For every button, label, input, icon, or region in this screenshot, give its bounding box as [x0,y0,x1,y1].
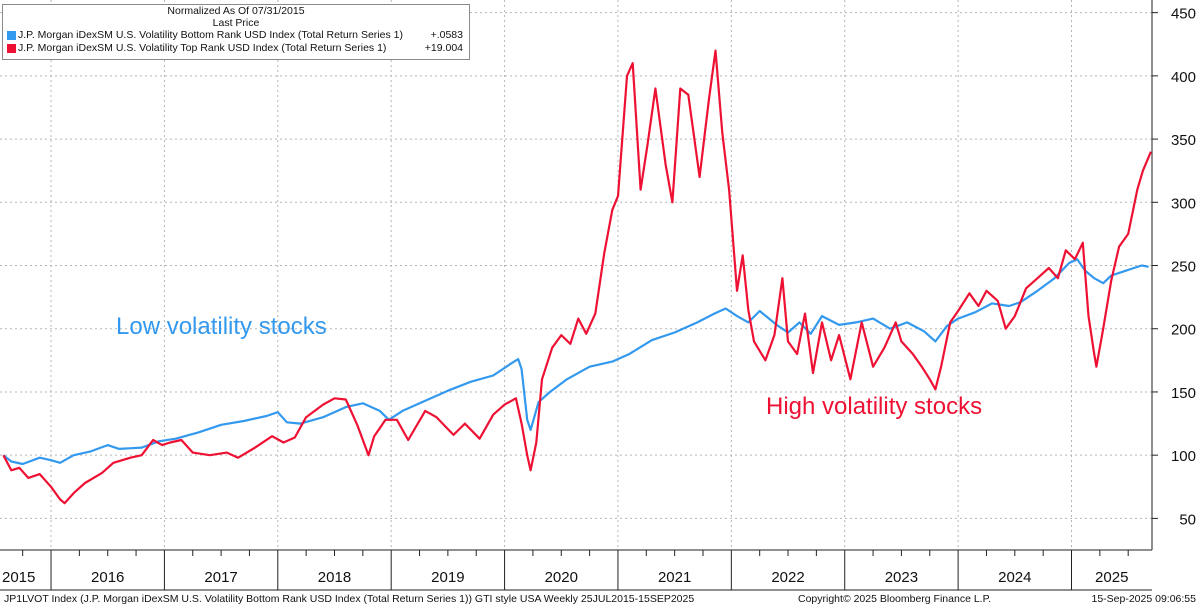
x-tick-label: 2020 [545,569,578,586]
x-tick-label: 2023 [885,569,918,586]
x-axis-tick-labels: 2015 2016 2017 2018 2019 2020 2021 2022 2023 2024… [2,569,1128,586]
y-tick-label: 50 [1179,511,1196,528]
series-line-high-volatility [2,49,1152,505]
y-tick-label: 250 [1171,259,1196,276]
x-tick-label: 2024 [998,569,1031,586]
legend-header-line1: Normalized As Of 07/31/2015 [167,5,305,17]
grid [0,0,1152,550]
legend-label-high-vol: J.P. Morgan iDexSM U.S. Volatility Top R… [18,42,387,54]
x-tick-label: 2019 [431,569,464,586]
x-tick-label: 2022 [771,569,804,586]
legend-entry-high-vol: J.P. Morgan iDexSM U.S. Volatility Top R… [3,42,469,55]
annotation-low-volatility: Low volatility stocks [116,313,327,340]
legend-swatch-red [7,44,16,53]
plot-background [0,0,1152,550]
y-axis-tick-labels: 50 100 150 200 250 300 350 400 450 [1171,6,1196,529]
x-tick-label: 2017 [204,569,237,586]
legend-header-line2: Last Price [212,17,260,29]
y-tick-label: 200 [1171,322,1196,339]
footer-source: JP1LVOT Index (J.P. Morgan iDexSM U.S. V… [4,593,695,605]
legend: Normalized As Of 07/31/2015 Last Price J… [2,4,470,60]
legend-label-low-vol: J.P. Morgan iDexSM U.S. Volatility Botto… [18,29,403,41]
footer-timestamp: 15-Sep-2025 09:06:55 [1091,593,1196,605]
y-tick-label: 150 [1171,385,1196,402]
x-tick-label: 2016 [91,569,124,586]
series-lines [2,49,1152,505]
y-tick-label: 350 [1171,132,1196,149]
legend-value-low-vol: +.0583 [430,29,463,41]
footer-copyright: Copyright© 2025 Bloomberg Finance L.P. [798,593,992,605]
legend-entry-low-vol: J.P. Morgan iDexSM U.S. Volatility Botto… [3,29,469,42]
x-tick-label: 2015 [2,569,35,586]
x-tick-label: 2018 [318,569,351,586]
x-tick-label: 2025 [1095,569,1128,586]
legend-swatch-blue [7,31,16,40]
axes [0,0,1158,591]
x-tick-label: 2021 [658,569,691,586]
y-tick-label: 300 [1171,195,1196,212]
y-tick-label: 450 [1171,6,1196,23]
y-tick-label: 400 [1171,69,1196,86]
y-tick-label: 100 [1171,448,1196,465]
series-line-low-volatility [2,258,1149,466]
annotation-high-volatility: High volatility stocks [766,393,983,420]
legend-value-high-vol: +19.004 [424,42,463,54]
